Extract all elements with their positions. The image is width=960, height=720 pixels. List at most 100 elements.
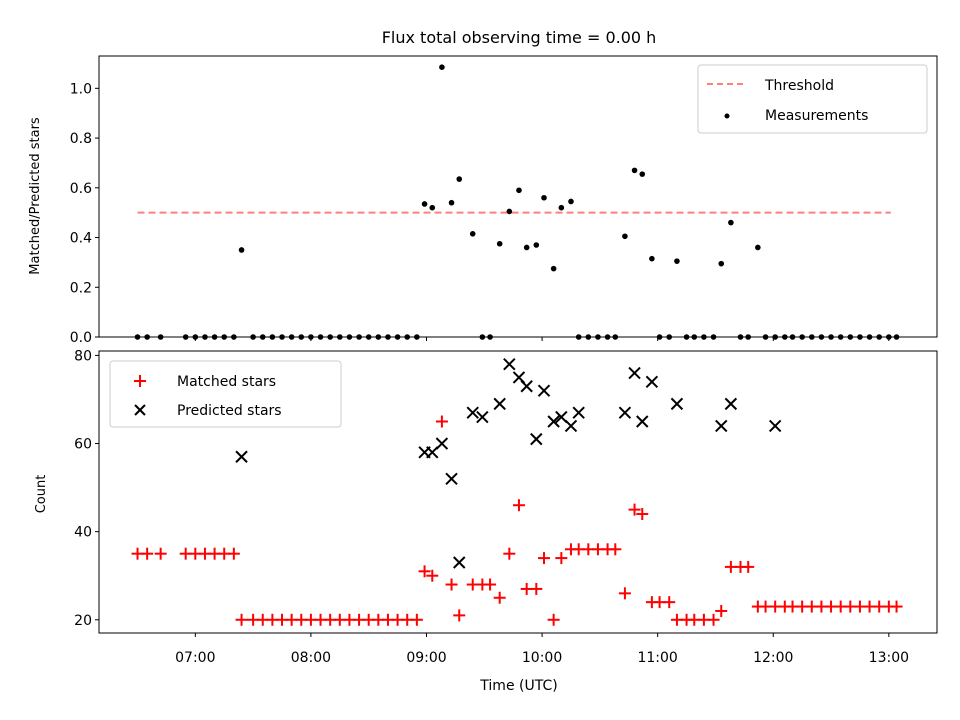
y-axis-label: Matched/Predicted stars [28, 117, 43, 275]
measurement-point [550, 265, 557, 272]
predicted-star-marker [435, 437, 449, 450]
legend-measurements-swatch [724, 113, 730, 119]
y-tick-label: 20 [74, 613, 92, 629]
measurement-point [469, 231, 476, 237]
predicted-star-marker [768, 419, 782, 433]
matched-star-marker [445, 578, 458, 591]
y-tick-label: 60 [74, 437, 92, 453]
predicted-star-marker [645, 375, 659, 389]
predicted-star-marker [530, 432, 543, 446]
measurement-point [631, 167, 638, 174]
x-tick-label: 09:00 [406, 650, 446, 666]
x-tick-label: 07:00 [175, 650, 215, 666]
predicted-star-marker [426, 446, 439, 459]
legend-measurements-label: Measurements [765, 108, 868, 124]
measurement-point [421, 201, 428, 207]
predicted-star-marker [572, 406, 585, 419]
measurement-point [523, 244, 530, 251]
predicted-star-marker [715, 419, 728, 433]
legend-predicted-swatch [134, 404, 146, 416]
predicted-star-marker [547, 415, 560, 428]
matched-star-marker [493, 591, 506, 604]
matched-star-marker [235, 613, 248, 626]
matched-star-marker [426, 569, 439, 582]
legend: Threshold Measurements [697, 64, 928, 134]
measurement-point [439, 64, 445, 70]
matched-star-marker [890, 600, 903, 613]
predicted-star-marker [564, 419, 578, 433]
plot-frame [98, 55, 938, 338]
measurement-point [558, 204, 565, 211]
measurement-point [639, 171, 646, 177]
measurement-point [622, 233, 628, 240]
predicted-star-marker [628, 366, 641, 380]
predicted-star-marker [476, 410, 489, 424]
matched-star-marker [410, 613, 423, 626]
predicted-star-marker [235, 450, 248, 463]
x-tick-label: 13:00 [869, 650, 909, 666]
chart-title: Flux total observing time = 0.00 h [382, 28, 657, 47]
x-axis-ticks [194, 337, 890, 341]
matched-star-marker [484, 578, 497, 591]
matched-star-marker [618, 587, 631, 600]
predicted-star-marker [466, 406, 479, 419]
y-tick-label: 40 [74, 525, 92, 541]
x-axis-ticks: 07:00 08:00 09:00 10:00 11:00 12:00 13:00 [175, 633, 909, 666]
measurement-point [516, 187, 522, 194]
legend-threshold-label: Threshold [764, 78, 834, 94]
y-tick-label: 1.0 [70, 81, 92, 97]
matched-star-marker [530, 582, 543, 595]
measurement-point [674, 258, 680, 264]
matched-star-marker [141, 547, 154, 560]
matched-star-marker [609, 543, 622, 556]
y-tick-label: 0.8 [70, 131, 92, 147]
matched-star-marker [707, 613, 720, 626]
y-axis-label: Count [34, 475, 49, 514]
x-tick-label: 08:00 [291, 650, 331, 666]
measurement-point [496, 240, 503, 247]
matched-star-marker [538, 552, 551, 565]
matched-star-marker [512, 499, 525, 512]
x-axis-label: Time (UTC) [479, 678, 557, 694]
predicted-star-marker [445, 472, 458, 485]
matched-star-marker [547, 613, 560, 626]
matched-star-marker [435, 415, 448, 428]
matched-star-marker [418, 565, 431, 578]
measurement-point [448, 199, 455, 206]
predicted-star-marker [724, 397, 738, 411]
x-tick-label: 12:00 [753, 650, 793, 666]
predicted-star-marker [555, 410, 568, 424]
matched-star-marker [663, 596, 676, 609]
legend-box [109, 360, 342, 428]
predicted-star-marker [618, 406, 632, 419]
measurement-point [533, 242, 540, 248]
measurement-point [506, 208, 513, 215]
predicted-star-marker [670, 397, 684, 411]
y-axis-ticks: 0.0 0.2 0.4 0.6 0.8 1.0 [70, 81, 99, 346]
legend-box [697, 64, 928, 134]
y-tick-label: 80 [74, 348, 92, 364]
matched-star-marker [636, 508, 649, 521]
measurement-point [541, 194, 547, 201]
predicted-star-marker [453, 556, 466, 569]
matched-star-marker [154, 547, 167, 560]
legend-matched-label: Matched stars [177, 374, 276, 390]
predicted-star-marker [493, 397, 506, 411]
y-tick-label: 0.6 [70, 181, 92, 197]
measurement-point [429, 204, 436, 211]
y-tick-label: 0.2 [70, 280, 92, 296]
predicted-star-marker [636, 415, 649, 428]
measurement-point [718, 260, 725, 267]
legend-matched-swatch [134, 375, 146, 387]
y-axis-ticks: 20 40 60 80 [74, 348, 99, 629]
matched-star-marker [628, 503, 641, 516]
predicted-star-marker [537, 384, 551, 397]
measurement-point [568, 198, 574, 205]
predicted-star-marker [520, 380, 533, 393]
flux-ratio-panel: Flux total observing time = 0.00 h 0.00.… [28, 28, 938, 346]
predicted-star-marker [503, 358, 516, 371]
matched-star-marker [453, 609, 466, 622]
y-tick-label: 0.4 [70, 231, 92, 247]
x-tick-label: 10:00 [522, 650, 562, 666]
legend-predicted-label: Predicted stars [177, 403, 282, 419]
